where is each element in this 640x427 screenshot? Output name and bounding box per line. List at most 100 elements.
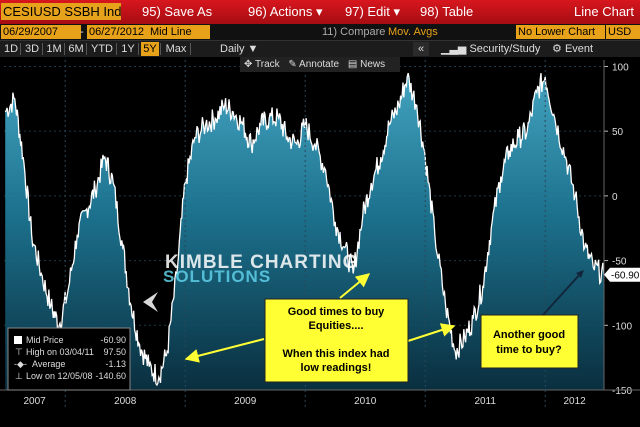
area-fill <box>5 73 604 390</box>
save-as-button[interactable]: 95) Save As <box>142 4 212 20</box>
y-tick-label: -50 <box>612 257 627 268</box>
event-button[interactable]: ⚙ Event <box>552 42 593 56</box>
chart-icon: ▁▃▅ <box>441 43 467 55</box>
range-tab-divider <box>20 43 21 55</box>
edit-number: 97) <box>345 4 364 19</box>
chart-type-title: Line Chart <box>574 4 634 19</box>
news-icon: ▤ <box>347 59 358 70</box>
ticker-text: CESIUSD SSBH Inde <box>3 4 121 19</box>
range-tab-1m[interactable]: 1M <box>46 43 62 55</box>
price-line <box>4 72 605 387</box>
period-select[interactable]: Daily ▼ <box>220 43 259 55</box>
callout-line-4: When this index had <box>283 348 390 360</box>
chart-area[interactable]: 100 50 0 -50 -100 -150 2007 2008 2009 2010 2011 20… <box>0 56 640 422</box>
range-tab-ytd[interactable]: YTD <box>91 43 113 55</box>
event-label: Event <box>564 43 594 55</box>
range-tab-divider <box>64 43 65 55</box>
range-tab-divider <box>86 43 87 55</box>
date-separator: - <box>80 26 84 38</box>
x-tick-label: 2010 <box>354 396 377 407</box>
range-tab-divider <box>42 43 43 55</box>
x-tick-label: 2008 <box>114 396 137 407</box>
callout-line-5: low readings! <box>301 362 372 374</box>
callout-line-2: Equities.... <box>308 320 363 332</box>
low-marker-icon: ⊥ <box>15 371 23 381</box>
y-tick-label: -150 <box>612 386 632 397</box>
y-axis: 100 50 0 -50 -100 -150 <box>603 60 632 397</box>
news-button[interactable]: News <box>360 59 386 70</box>
legend-value-average: -1.13 <box>105 359 126 369</box>
y-tick-label: 100 <box>612 62 629 73</box>
high-marker-icon: ⊤ <box>15 347 23 357</box>
actions-button[interactable]: 96) Actions ▾ <box>248 4 323 20</box>
range-tab-6m[interactable]: 6M <box>68 43 84 55</box>
table-button[interactable]: 98) Table <box>420 4 473 20</box>
annotation-callout-second: Another good time to buy? <box>480 270 584 369</box>
edit-label: Edit <box>367 4 390 19</box>
average-marker-icon: -◆- <box>14 359 27 369</box>
compare-button[interactable]: 11) Compare <box>322 26 386 38</box>
table-number: 98) <box>420 4 439 19</box>
mid-line-field[interactable]: Mid Line <box>148 25 210 39</box>
title-bar: CESIUSD SSBH Inde 95) Save As 96) Action… <box>0 0 640 25</box>
track-button[interactable]: Track <box>255 59 280 70</box>
last-value-tag: -60.90 <box>604 267 640 282</box>
legend-value-low: -140.60 <box>95 371 126 381</box>
legend-value-high: 97.50 <box>103 347 126 357</box>
annotate-icon: ✎ <box>288 59 297 70</box>
options-bar: 06/29/2007 - 06/27/2012 Mid Line 11) Com… <box>0 24 640 40</box>
legend-swatch <box>14 336 22 344</box>
y-tick-label: 0 <box>612 192 618 203</box>
edit-chevron-down-icon: ▾ <box>393 4 400 19</box>
range-tab-divider <box>116 43 117 55</box>
lower-chart-select[interactable]: No Lower Chart <box>516 25 605 39</box>
annotation-callout-main: Good times to buy Equities.... When this… <box>184 273 456 383</box>
range-tab-divider <box>160 43 161 55</box>
legend-label-low: Low on 12/05/08 <box>26 371 93 381</box>
watermark-logo: KIMBLE CHARTING SOLUTIONS <box>143 252 358 312</box>
callout2-line-1: Another good <box>493 329 565 341</box>
currency-select[interactable]: USD <box>606 25 640 39</box>
actions-chevron-down-icon: ▾ <box>315 4 323 19</box>
security-study-label: Security/Study <box>469 43 541 55</box>
watermark-line2: SOLUTIONS <box>163 267 271 286</box>
mov-avgs-button[interactable]: Mov. Avgs <box>388 26 438 38</box>
gear-icon: ⚙ <box>552 43 562 55</box>
save-as-label: Save As <box>164 4 213 19</box>
range-tab-3d[interactable]: 3D <box>24 43 40 55</box>
range-tab-1y[interactable]: 1Y <box>121 43 135 55</box>
track-icon: ✥ <box>244 59 253 70</box>
range-tab-divider <box>138 43 139 55</box>
end-date-field[interactable]: 06/27/2012 <box>87 25 149 39</box>
legend-label-high: High on 03/04/11 <box>26 347 94 357</box>
range-tab-5y[interactable]: 5Y <box>141 42 159 56</box>
last-value-label: -60.90 <box>611 271 640 282</box>
security-study-button[interactable]: ▁▃▅ Security/Study <box>441 42 540 56</box>
x-tick-label: 2007 <box>23 396 46 407</box>
ticker-field[interactable]: CESIUSD SSBH Inde <box>1 3 121 20</box>
edit-button[interactable]: 97) Edit ▾ <box>345 4 400 20</box>
start-date-field[interactable]: 06/29/2007 <box>1 25 81 39</box>
annotate-button[interactable]: Annotate <box>299 59 340 70</box>
x-tick-label: 2011 <box>474 396 496 407</box>
legend-label-mid: Mid Price <box>26 335 64 345</box>
watermark-line1: KIMBLE CHARTING <box>165 252 358 273</box>
collapse-button[interactable]: « <box>413 42 429 56</box>
x-tick-label: 2009 <box>234 396 257 407</box>
legend-value-mid: -60.90 <box>100 335 126 345</box>
save-as-number: 95) <box>142 4 161 19</box>
x-tick-label: 2012 <box>563 396 586 407</box>
actions-label: Actions <box>269 4 313 19</box>
range-tab-1d[interactable]: 1D <box>3 43 19 55</box>
y-tick-label: 50 <box>612 127 624 138</box>
range-bar: Daily ▼ « ▁▃▅ Security/Study ⚙ Event 1D 3… <box>0 40 640 57</box>
legend-box: Mid Price -60.90 ⊤ High on 03/04/11 97.5… <box>7 327 131 391</box>
line-chart[interactable]: 100 50 0 -50 -100 -150 2007 2008 2009 2010 2011 20… <box>0 56 640 422</box>
range-tab-max[interactable]: Max <box>165 43 187 55</box>
logo-arrow-icon <box>143 292 158 312</box>
table-label: Table <box>442 4 474 19</box>
callout2-line-2: time to buy? <box>496 344 562 356</box>
range-tab-divider <box>190 43 191 55</box>
chart-mini-toolbar: ✥ Track ✎ Annotate ▤ News <box>240 57 400 72</box>
y-tick-label: -100 <box>612 321 632 332</box>
